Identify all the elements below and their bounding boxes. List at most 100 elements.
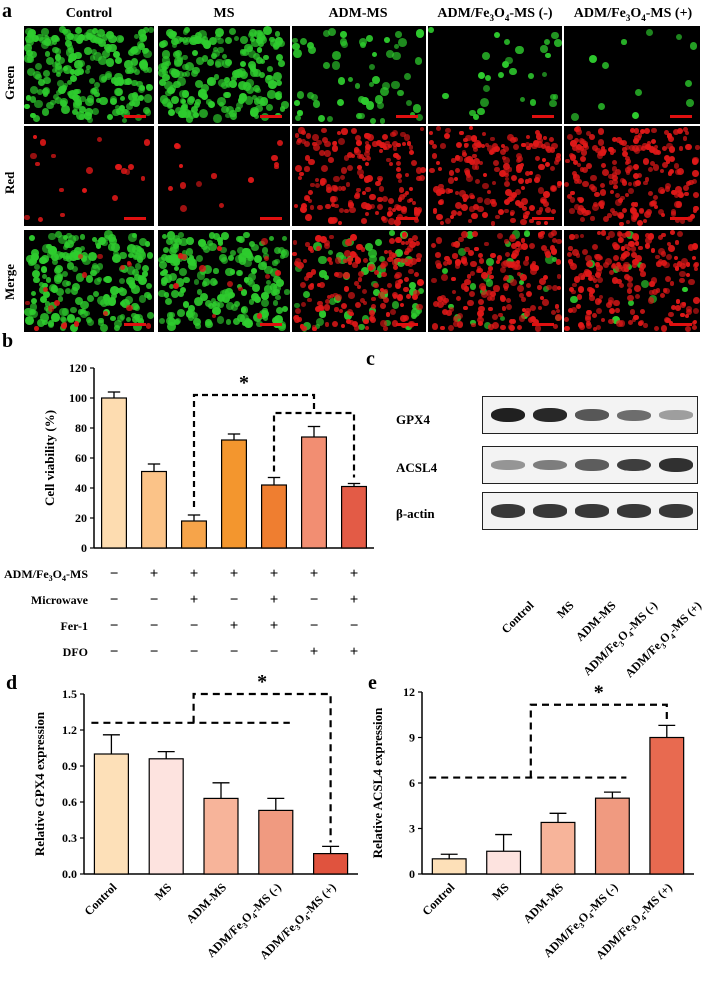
y-tick-label: 1.2 — [62, 723, 77, 737]
blot-band — [575, 504, 609, 518]
condition-mark: + — [350, 592, 359, 608]
condition-mark: − — [270, 644, 279, 660]
condition-mark: − — [190, 644, 199, 660]
condition-mark: − — [110, 644, 119, 660]
blot-band — [617, 409, 651, 421]
panel-label-a: a — [2, 0, 12, 22]
condition-mark: − — [150, 618, 159, 634]
blot-lane-labels: Control MS ADM-MS ADM/Fe3O4-MS (-) ADM/F… — [482, 534, 702, 680]
condition-label: ADM/Fe3O4-MS — [4, 567, 88, 583]
category-label: Control — [419, 880, 457, 918]
y-axis-label: Cell viability (%) — [42, 410, 57, 506]
condition-mark: + — [230, 566, 239, 582]
bar — [313, 853, 349, 875]
condition-mark: + — [270, 566, 279, 582]
blot-band — [575, 459, 609, 471]
condition-mark: + — [350, 644, 359, 660]
condition-mark: − — [150, 644, 159, 660]
y-tick-label: 0.6 — [62, 795, 77, 809]
micrograph-green-4 — [428, 26, 562, 124]
y-tick-label: 0.0 — [62, 867, 77, 881]
condition-mark: + — [270, 618, 279, 634]
y-tick-label: 12 — [403, 685, 415, 699]
blot-band — [533, 459, 567, 471]
micrograph-green-2 — [158, 26, 290, 124]
category-label: ADM-MS — [520, 880, 566, 926]
bar — [181, 520, 208, 549]
scale-bar — [396, 115, 418, 118]
y-tick-label: 80 — [75, 421, 87, 435]
bar — [431, 858, 467, 875]
col-title-adm-fe3o4-ms-plus: ADM/Fe3O4-MS (+) — [573, 6, 693, 23]
scale-bar — [124, 323, 146, 326]
micrograph-red-4 — [428, 126, 562, 226]
panel-label-e: e — [368, 672, 377, 694]
condition-mark: − — [190, 618, 199, 634]
y-tick-label: 0.9 — [62, 759, 77, 773]
blot-label-gpx4: GPX4 — [396, 412, 430, 427]
bar — [148, 758, 184, 875]
condition-mark: + — [310, 644, 319, 660]
chart-gpx4-expression: 0.0 0.3 0.6 0.9 1.2 1.5 Relative GPX4 expressi… — [32, 672, 358, 964]
micrograph-red-5 — [564, 126, 700, 226]
bar — [594, 797, 630, 875]
y-tick-label: 0 — [409, 867, 415, 881]
micrograph-red-2 — [158, 126, 290, 226]
row-label-red: Red — [2, 171, 17, 194]
category-label: MS — [152, 880, 175, 903]
condition-label: DFO — [63, 645, 88, 659]
y-tick-label: 0.3 — [62, 831, 77, 845]
blot-band — [533, 504, 567, 518]
scale-bar — [260, 323, 282, 326]
category-label: Control — [81, 880, 119, 918]
y-tick-label: 6 — [409, 776, 415, 790]
micrograph-red-1 — [24, 126, 154, 226]
bar — [261, 484, 288, 549]
scale-bar — [124, 217, 146, 220]
y-tick-label: 60 — [75, 451, 87, 465]
condition-label: Fer-1 — [60, 619, 88, 633]
western-blot-panel: GPX4 ACSL4 β-actin Control MS ADM-MS ADM… — [390, 368, 702, 680]
significance-star: * — [257, 672, 267, 693]
condition-mark: − — [230, 592, 239, 608]
row-label-green: Green — [2, 65, 17, 100]
chart-acsl4-expression: 0 3 6 9 12 Relative ACSL4 expression * Control M… — [370, 682, 694, 964]
scale-bar — [670, 217, 692, 220]
scale-bar — [532, 217, 554, 220]
bar — [540, 821, 576, 875]
scale-bar — [124, 115, 146, 118]
blot-band — [533, 408, 567, 422]
condition-mark: + — [190, 592, 199, 608]
condition-mark: − — [150, 592, 159, 608]
scale-bar — [260, 115, 282, 118]
condition-mark: + — [270, 592, 279, 608]
sig-bracket-main — [192, 393, 316, 507]
col-title-ms: MS — [213, 6, 235, 21]
y-tick-label: 3 — [409, 822, 415, 836]
condition-mark: − — [110, 592, 119, 608]
condition-mark: + — [350, 566, 359, 582]
condition-mark: − — [110, 566, 119, 582]
sig-bracket — [529, 703, 668, 778]
chart-cell-viability: 0 20 40 60 80 100 120 Cell viability (%) * ADM/Fe… — [4, 361, 374, 660]
col-title-control: Control — [65, 6, 113, 21]
blot-strip-2 — [482, 492, 698, 530]
scale-bar — [670, 323, 692, 326]
condition-mark: + — [310, 566, 319, 582]
condition-mark: − — [350, 618, 359, 634]
scale-bar — [532, 115, 554, 118]
bar — [341, 485, 368, 549]
micrograph-green-1 — [24, 26, 154, 124]
blot-band — [659, 504, 693, 518]
micrograph-merge-2 — [158, 230, 290, 332]
bar — [258, 809, 294, 875]
y-tick-label: 9 — [409, 731, 415, 745]
condition-mark: − — [310, 618, 319, 634]
bar — [301, 436, 328, 549]
col-title-adm-ms: ADM-MS — [328, 6, 388, 21]
blot-band — [491, 460, 525, 470]
condition-mark: − — [310, 592, 319, 608]
bar — [100, 397, 127, 549]
blot-band — [617, 504, 651, 518]
bar — [203, 797, 239, 875]
